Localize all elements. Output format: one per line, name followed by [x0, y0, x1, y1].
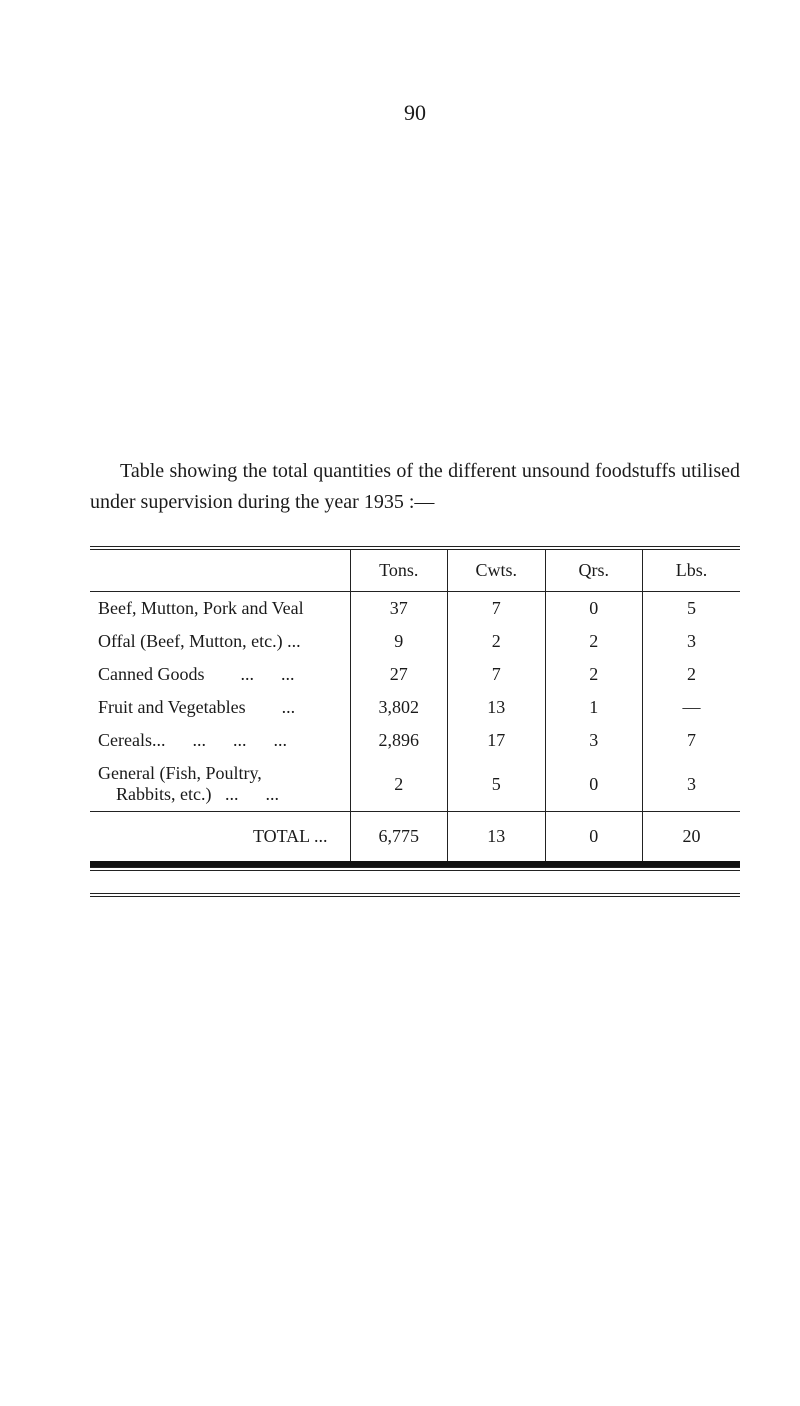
total-lbs: 20: [643, 812, 741, 862]
table-header-row: Tons. Cwts. Qrs. Lbs.: [90, 550, 740, 592]
page-number: 90: [90, 100, 740, 126]
table-row: Beef, Mutton, Pork and Veal 37 7 0 5: [90, 592, 740, 626]
total-qrs: 0: [545, 812, 643, 862]
cell-cwts: 17: [448, 724, 546, 757]
cell-lbs: 3: [643, 757, 741, 812]
header-cwts: Cwts.: [448, 550, 546, 592]
table-row: Offal (Beef, Mutton, etc.) ... 9 2 2 3: [90, 625, 740, 658]
bottom-double-rule: [90, 893, 740, 897]
cell-qrs: 2: [545, 625, 643, 658]
heavy-rule: [90, 861, 740, 867]
cell-qrs: 1: [545, 691, 643, 724]
intro-paragraph: Table showing the total quantities of th…: [90, 456, 740, 518]
table-row-total: TOTAL ... 6,775 13 0 20: [90, 812, 740, 862]
row-label: Cereals... ... ... ...: [90, 724, 350, 757]
cell-tons: 2: [350, 757, 448, 812]
cell-tons: 27: [350, 658, 448, 691]
cell-cwts: 5: [448, 757, 546, 812]
header-lbs: Lbs.: [643, 550, 741, 592]
table-row: Fruit and Vegetables ... 3,802 13 1 —: [90, 691, 740, 724]
table-row: Cereals... ... ... ... 2,896 17 3 7: [90, 724, 740, 757]
cell-lbs: 5: [643, 592, 741, 626]
intro-text: Table showing the total quantities of th…: [90, 460, 740, 513]
cell-qrs: 3: [545, 724, 643, 757]
cell-tons: 37: [350, 592, 448, 626]
header-empty: [90, 550, 350, 592]
cell-qrs: 2: [545, 658, 643, 691]
cell-lbs: 7: [643, 724, 741, 757]
cell-tons: 2,896: [350, 724, 448, 757]
cell-lbs: 3: [643, 625, 741, 658]
total-label: TOTAL ...: [90, 812, 350, 862]
cell-qrs: 0: [545, 592, 643, 626]
total-cwts: 13: [448, 812, 546, 862]
cell-lbs: —: [643, 691, 741, 724]
header-tons: Tons.: [350, 550, 448, 592]
row-label: Canned Goods ... ...: [90, 658, 350, 691]
cell-cwts: 2: [448, 625, 546, 658]
cell-cwts: 7: [448, 658, 546, 691]
row-label: General (Fish, Poultry, Rabbits, etc.) .…: [90, 757, 350, 812]
table-row: General (Fish, Poultry, Rabbits, etc.) .…: [90, 757, 740, 812]
page: 90 Table showing the total quantities of…: [0, 0, 800, 1406]
total-tons: 6,775: [350, 812, 448, 862]
table-wrap: Tons. Cwts. Qrs. Lbs. Beef, Mutton, Pork…: [90, 546, 740, 871]
cell-tons: 3,802: [350, 691, 448, 724]
row-label: Fruit and Vegetables ...: [90, 691, 350, 724]
cell-cwts: 7: [448, 592, 546, 626]
cell-lbs: 2: [643, 658, 741, 691]
row-label: Beef, Mutton, Pork and Veal: [90, 592, 350, 626]
cell-cwts: 13: [448, 691, 546, 724]
row-label: Offal (Beef, Mutton, etc.) ...: [90, 625, 350, 658]
foodstuffs-table: Tons. Cwts. Qrs. Lbs. Beef, Mutton, Pork…: [90, 550, 740, 861]
header-qrs: Qrs.: [545, 550, 643, 592]
cell-tons: 9: [350, 625, 448, 658]
table-row: Canned Goods ... ... 27 7 2 2: [90, 658, 740, 691]
cell-qrs: 0: [545, 757, 643, 812]
